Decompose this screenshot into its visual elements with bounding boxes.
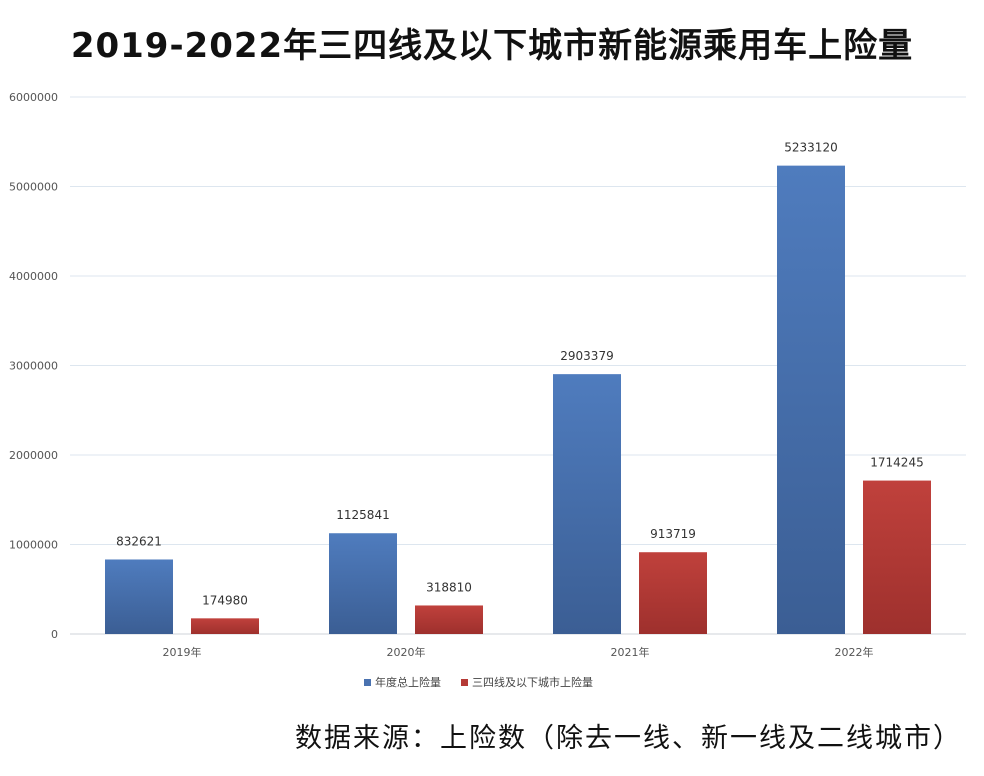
legend: 年度总上险量 三四线及以下城市上险量 [364,675,593,689]
data-label: 1714245 [870,456,923,470]
y-tick-label: 2000000 [9,449,58,462]
data-label: 2903379 [560,349,613,363]
data-label: 174980 [202,593,248,607]
data-labels: 832621 174980 1125841 318810 2903379 913719 52… [116,141,924,608]
y-tick-label: 1000000 [9,539,58,552]
bar-lower-tier-2020年 [415,605,483,634]
legend-swatch [364,679,371,686]
legend-label: 年度总上险量 [375,675,441,689]
y-tick-label: 4000000 [9,270,58,283]
data-label: 1125841 [336,508,389,522]
data-label: 832621 [116,534,162,548]
y-tick-label: 6000000 [9,91,58,104]
bar-lower-tier-2021年 [639,552,707,634]
y-axis: 0 1000000 2000000 3000000 4000000 5000000 6000… [9,91,58,641]
data-label: 913719 [650,527,696,541]
x-tick-label: 2021年 [611,645,650,659]
x-tick-label: 2019年 [163,645,202,659]
bar-total-2020年 [329,533,397,634]
chart-title: 2019-2022年三四线及以下城市新能源乘用车上险量 [70,26,914,66]
bar-total-2021年 [553,374,621,634]
legend-label: 三四线及以下城市上险量 [472,675,593,689]
bar-total-2022年 [777,165,845,635]
y-tick-label: 5000000 [9,181,58,194]
x-tick-label: 2020年 [387,645,426,659]
source-note: 数据来源：上险数（除去一线、新一线及二线城市） [295,723,962,754]
data-label: 5233120 [784,141,837,155]
y-tick-label: 0 [51,628,58,641]
legend-swatch [461,679,468,686]
bar-total-2019年 [105,559,173,634]
x-axis: 2019年 2020年 2021年 2022年 [163,645,874,659]
y-tick-label: 3000000 [9,360,58,373]
bars [105,165,931,635]
data-label: 318810 [426,580,472,594]
x-tick-label: 2022年 [835,645,874,659]
bar-lower-tier-2019年 [191,618,259,634]
bar-lower-tier-2022年 [863,480,931,634]
